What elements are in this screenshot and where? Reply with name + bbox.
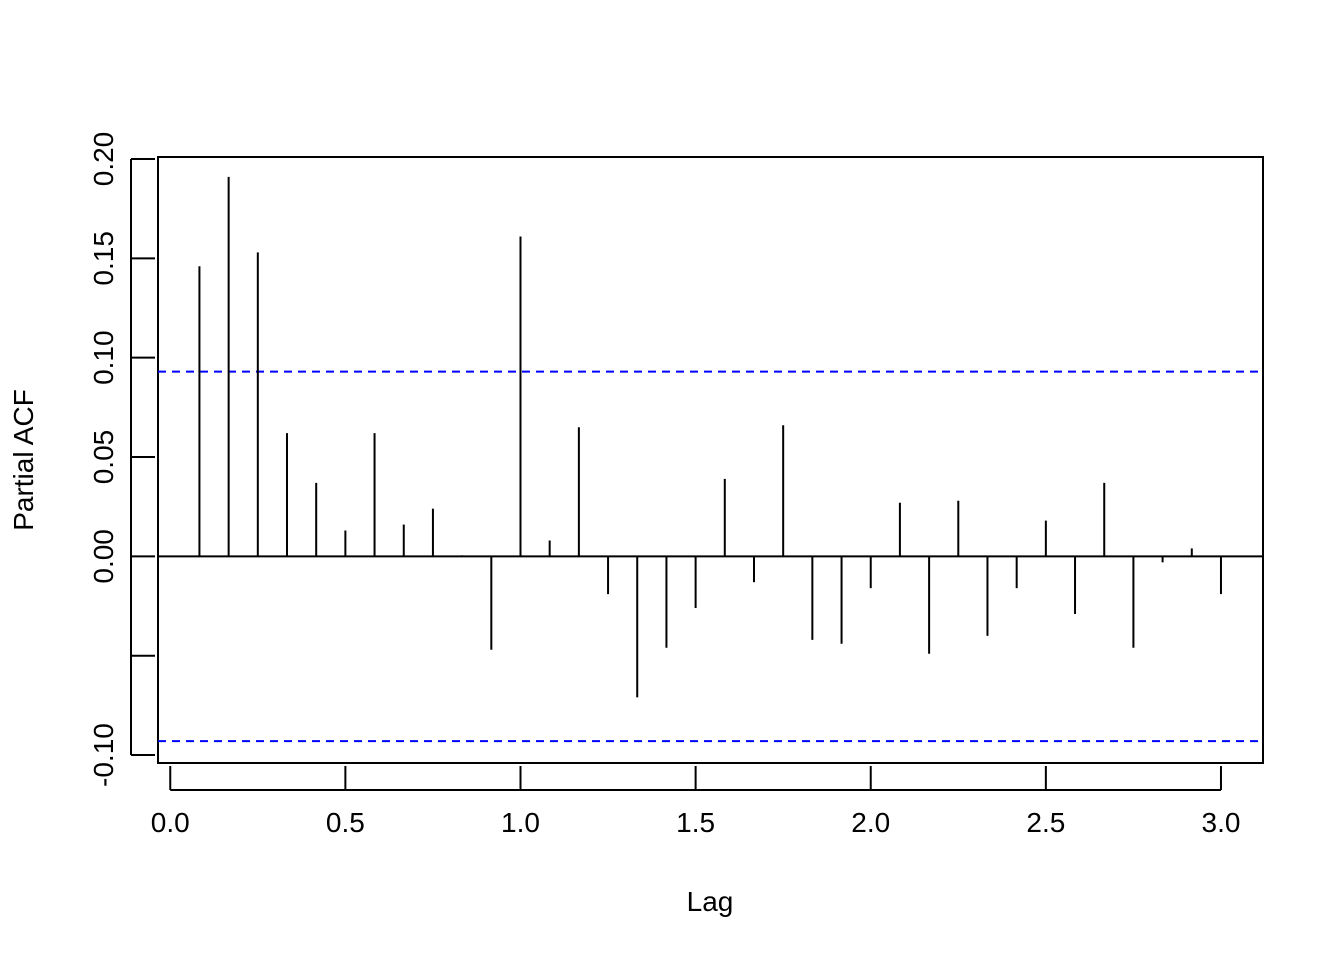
x-tick-label: 2.0: [851, 807, 890, 838]
y-axis: -0.10 0.00 0.05 0.10 0.15 0.20: [88, 132, 155, 787]
y-tick-label: 0.00: [88, 529, 119, 584]
x-tick-label: 1.5: [676, 807, 715, 838]
x-axis-label: Lag: [687, 886, 734, 917]
x-tick-label: 0.0: [151, 807, 190, 838]
pacf-spikes: [198, 176, 1222, 698]
y-tick-label: 0.10: [88, 330, 119, 385]
x-tick-label: 2.5: [1026, 807, 1065, 838]
plot-frame: [157, 156, 1264, 764]
y-tick-label: 0.20: [88, 132, 119, 187]
x-tick-label: 1.0: [501, 807, 540, 838]
y-tick-label: 0.05: [88, 430, 119, 485]
x-axis: 0.0 0.5 1.0 1.5 2.0 2.5 3.0: [151, 766, 1241, 838]
y-tick-label: -0.10: [88, 723, 119, 787]
x-tick-label: 0.5: [326, 807, 365, 838]
y-axis-label: Partial ACF: [8, 389, 39, 531]
x-tick-label: 3.0: [1202, 807, 1241, 838]
y-tick-label: 0.15: [88, 231, 119, 286]
